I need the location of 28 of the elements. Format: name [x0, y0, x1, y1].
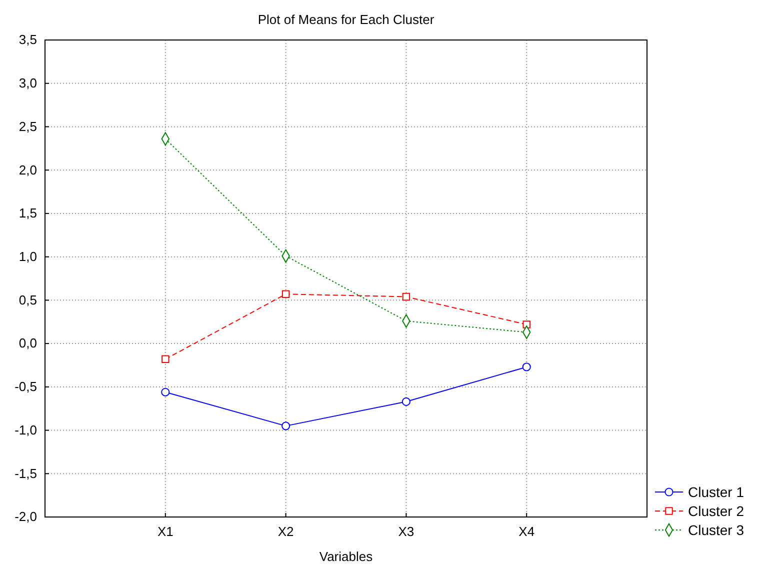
y-tick-label: -0,5	[14, 379, 37, 394]
y-tick-label: 3,5	[18, 32, 37, 48]
y-tick-label: -2,0	[14, 509, 37, 524]
point	[522, 362, 531, 372]
point	[402, 292, 410, 301]
y-tick-label: 2,0	[18, 162, 37, 178]
x-axis-title: Variables	[319, 549, 374, 564]
point	[161, 388, 170, 396]
y-tick-label: -1,0	[14, 422, 37, 438]
y-tick-label: -1,5	[14, 466, 37, 481]
legend-label: Cluster 2	[688, 503, 744, 519]
point	[162, 355, 170, 364]
y-tick-label: 1,5	[18, 206, 37, 221]
y-tick-label: 1,0	[18, 248, 37, 264]
point	[282, 422, 290, 430]
legend-label: Cluster 1	[688, 484, 744, 500]
x-tick-label: X4	[518, 524, 535, 540]
point	[282, 290, 290, 298]
x-tick-label: X3	[398, 524, 414, 540]
point	[402, 397, 410, 406]
x-tick-label: X1	[157, 524, 174, 540]
chart-title: Plot of Means for Each Cluster	[258, 12, 435, 27]
y-tick-label: 3,0	[18, 76, 37, 91]
y-tick-label: 0,5	[18, 292, 37, 308]
legend-label: Cluster 3	[688, 522, 744, 538]
y-tick-label: 2,5	[18, 118, 37, 134]
x-tick-label: X2	[278, 524, 294, 540]
y-tick-label: 0,0	[18, 336, 37, 351]
